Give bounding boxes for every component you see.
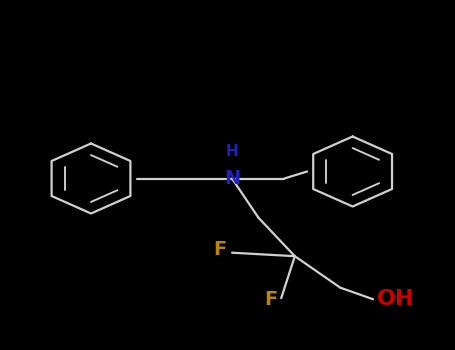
Text: N: N bbox=[224, 169, 240, 188]
Text: F: F bbox=[264, 290, 278, 309]
Text: H: H bbox=[226, 144, 238, 159]
Text: OH: OH bbox=[377, 289, 414, 309]
Text: F: F bbox=[213, 240, 227, 259]
